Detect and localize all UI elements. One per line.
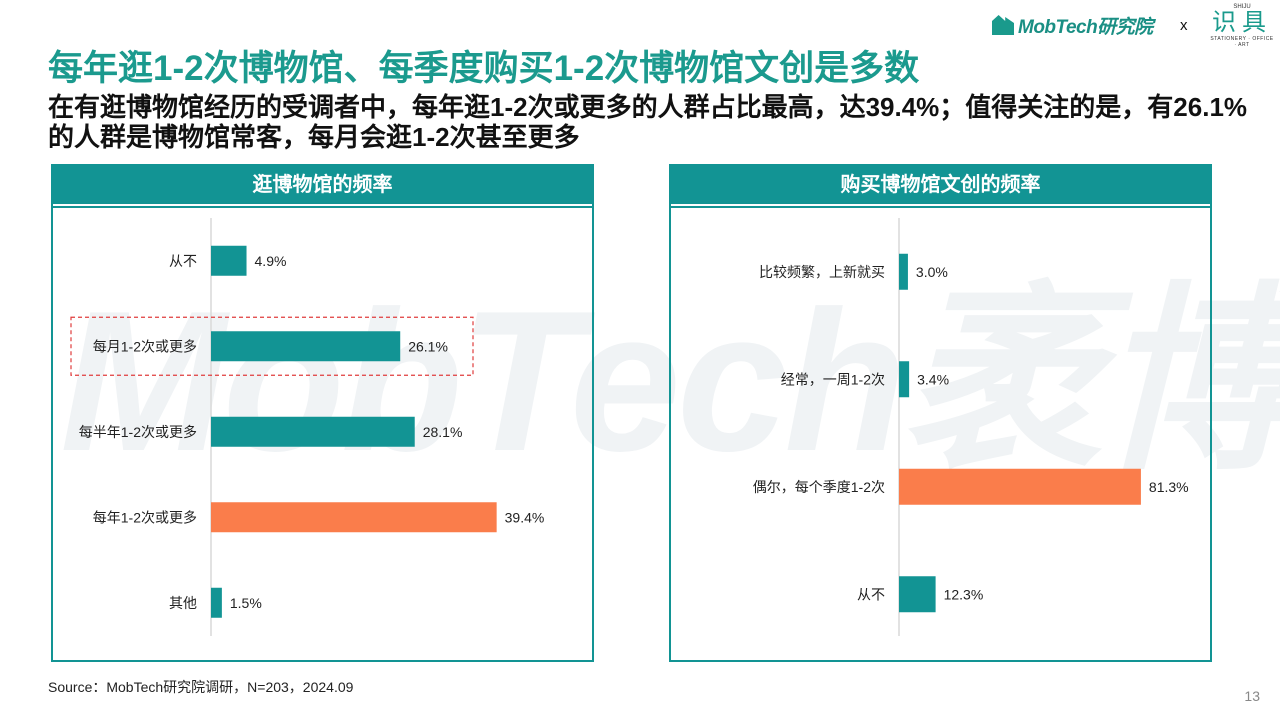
bar bbox=[211, 331, 401, 362]
mobtech-logo-icon bbox=[992, 15, 1014, 35]
visit-frequency-title: 逛博物馆的频率 bbox=[53, 166, 592, 204]
partner-logo-top: SHIJU bbox=[1233, 4, 1251, 10]
bar bbox=[211, 502, 497, 533]
bar bbox=[899, 576, 936, 613]
data-label: 3.4% bbox=[917, 371, 949, 387]
category-label: 其他 bbox=[169, 595, 197, 611]
data-label: 28.1% bbox=[423, 424, 463, 440]
mobtech-logo-text: MobTech研究院 bbox=[1018, 16, 1153, 38]
category-label: 偶尔，每个季度1-2次 bbox=[753, 479, 885, 495]
data-label: 81.3% bbox=[1149, 479, 1189, 495]
bar bbox=[899, 361, 910, 398]
bar bbox=[899, 468, 1141, 505]
bar bbox=[899, 253, 908, 290]
partner-logo-sub: STATIONERY · OFFICE · ART bbox=[1210, 36, 1274, 48]
page-subtitle: 在有逛博物馆经历的受调者中，每年逛1-2次或更多的人群占比最高，达39.4%；值… bbox=[48, 92, 1248, 152]
data-label: 4.9% bbox=[255, 253, 287, 269]
purchase-frequency-title: 购买博物馆文创的频率 bbox=[671, 166, 1210, 204]
purchase-frequency-chart: 比较频繁，上新就买 3.0% 经常，一周1-2次 3.4% 偶尔，每个季度1-2次 81.… bbox=[753, 218, 1189, 636]
data-label: 39.4% bbox=[505, 509, 545, 525]
mobtech-logo: MobTech研究院 bbox=[992, 10, 1153, 40]
visit-frequency-panel: 逛博物馆的频率 从不 4.9% 每月1-2次或更多 26.1% 每半年1-2次或更多 28… bbox=[51, 164, 594, 662]
partner-logo-name: 识具 bbox=[1212, 9, 1272, 36]
data-label: 3.0% bbox=[916, 264, 948, 280]
category-label: 比较频繁，上新就买 bbox=[759, 264, 885, 280]
category-label: 每年1-2次或更多 bbox=[93, 509, 197, 525]
category-label: 每月1-2次或更多 bbox=[93, 338, 197, 354]
category-label: 从不 bbox=[857, 586, 885, 602]
category-label: 经常，一周1-2次 bbox=[781, 371, 885, 387]
highlight-box bbox=[70, 316, 474, 376]
purchase-frequency-panel: 购买博物馆文创的频率 比较频繁，上新就买 3.0% 经常，一周1-2次 3.4% 偶尔，… bbox=[669, 164, 1212, 662]
logo-separator: x bbox=[1180, 17, 1188, 34]
data-label: 1.5% bbox=[230, 595, 262, 611]
data-label: 26.1% bbox=[408, 338, 448, 354]
category-label: 每半年1-2次或更多 bbox=[79, 424, 197, 440]
page-title: 每年逛1-2次博物馆、每季度购买1-2次博物馆文创是多数 bbox=[48, 49, 920, 88]
bar bbox=[211, 587, 222, 618]
bar bbox=[211, 416, 415, 447]
page-number: 13 bbox=[1244, 688, 1260, 704]
partner-logo: SHIJU 识具 STATIONERY · OFFICE · ART bbox=[1210, 4, 1274, 48]
bar bbox=[211, 245, 247, 276]
data-label: 12.3% bbox=[944, 586, 984, 602]
source-note: Source：MobTech研究院调研，N=203，2024.09 bbox=[48, 679, 354, 695]
visit-frequency-chart: 从不 4.9% 每月1-2次或更多 26.1% 每半年1-2次或更多 28.1% 每年1-2… bbox=[70, 218, 545, 636]
category-label: 从不 bbox=[169, 253, 197, 269]
